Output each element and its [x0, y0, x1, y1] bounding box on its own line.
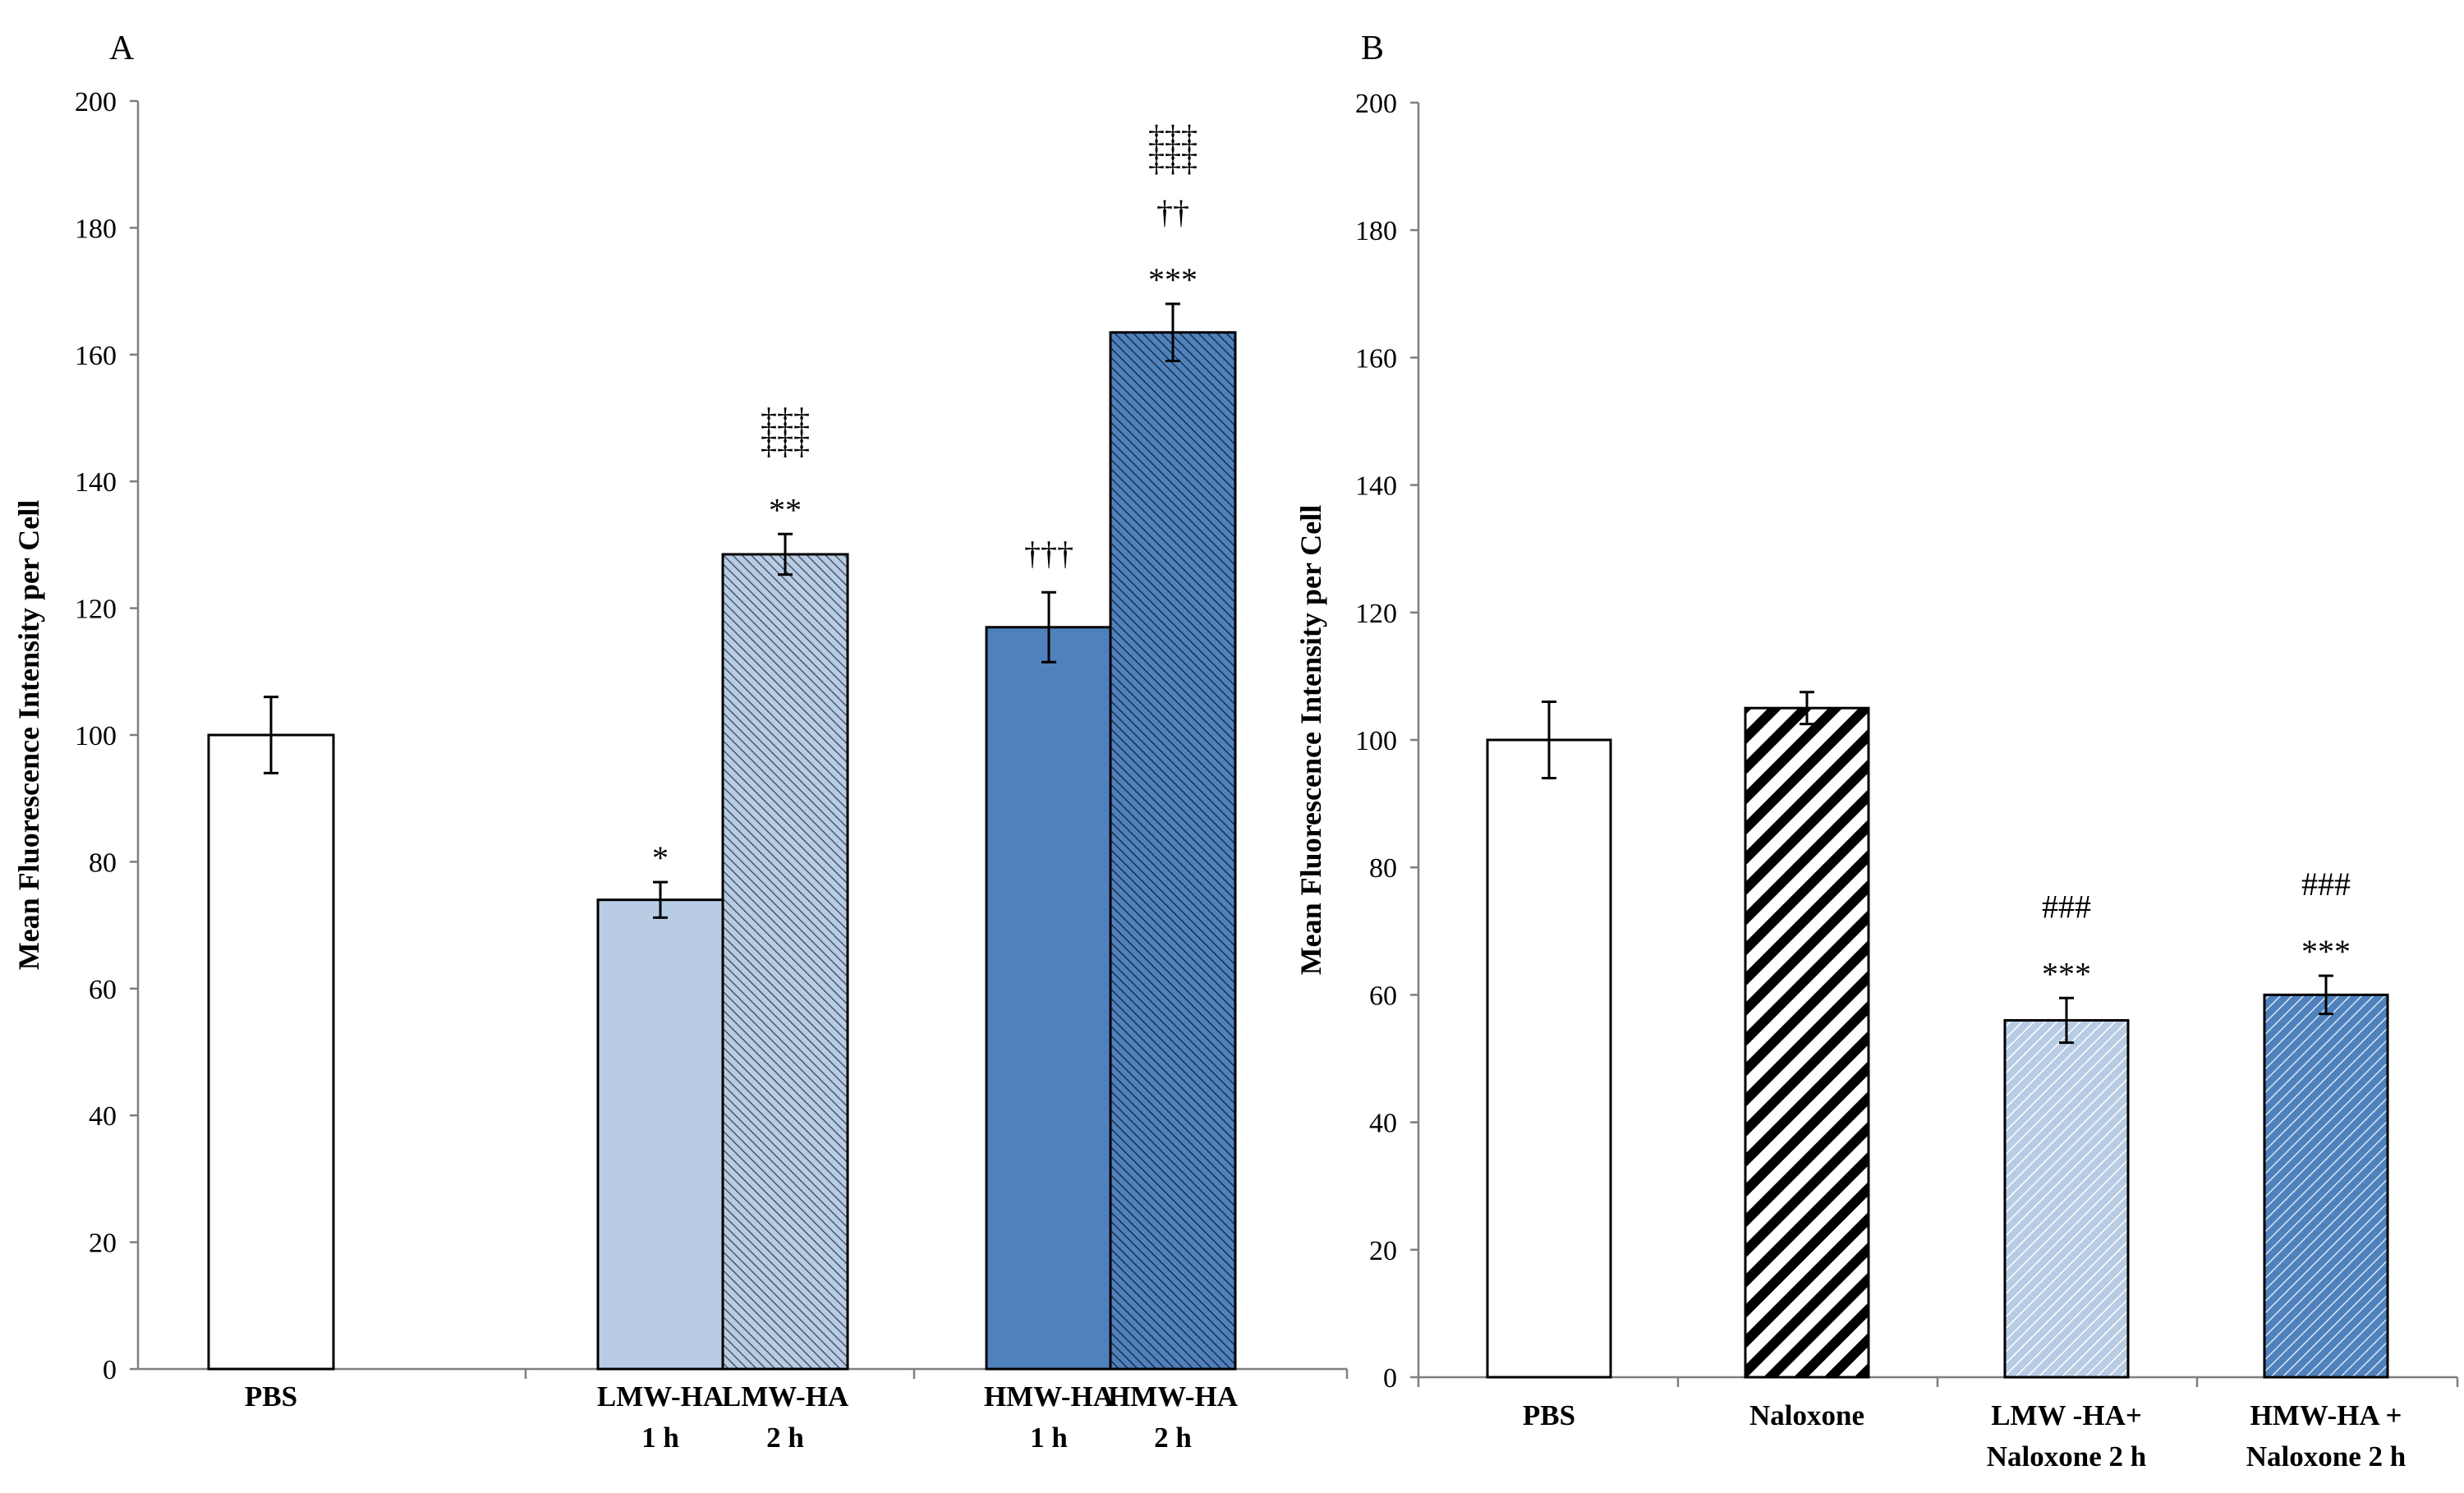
bar	[207, 733, 335, 1371]
panel-b-chart: B 0 20 40 60 80 100 120 140 160 180 200 Mean Fluores…	[1294, 30, 2459, 1472]
x-category-label: PBS	[245, 1380, 297, 1413]
significance-marker: ‡‡‡	[1148, 141, 1198, 178]
y-tick-label: 160	[1355, 343, 1397, 374]
x-category-label: HMW-HA	[1108, 1380, 1239, 1413]
y-tick-label: 140	[75, 467, 117, 498]
significance-marker: **	[769, 491, 802, 528]
x-category-label: Naloxone 2 h	[1987, 1440, 2146, 1472]
significance-marker: *	[652, 839, 669, 876]
significance-marker: ‡‡‡	[1148, 118, 1198, 155]
bar	[2263, 993, 2389, 1379]
y-axis-label: Mean Fluorescence Intensity per Cell	[1294, 505, 1327, 976]
panel-letter: B	[1361, 30, 1384, 67]
significance-marker: †††	[1024, 535, 1073, 572]
x-category-label: HMW-HA	[984, 1380, 1115, 1413]
significance-marker: ‡‡‡	[761, 424, 810, 461]
y-tick-label: 180	[75, 214, 117, 244]
significance-marker: ***	[1148, 261, 1198, 298]
y-tick-label: 160	[75, 341, 117, 371]
y-tick-label: 180	[1355, 216, 1397, 246]
x-category-label: LMW-HA	[597, 1380, 724, 1413]
y-tick-label: 140	[1355, 471, 1397, 502]
y-tick-label: 0	[1383, 1363, 1397, 1394]
significance-marker: ‡‡‡	[761, 401, 810, 438]
y-axis-label: Mean Fluorescence Intensity per Cell	[12, 500, 45, 971]
significance-marker: ###	[2042, 888, 2091, 925]
y-tick-label: 0	[103, 1355, 117, 1385]
y-tick-label: 200	[1355, 89, 1397, 119]
significance-marker: ††	[1156, 194, 1189, 231]
y-tick-label: 100	[75, 721, 117, 751]
y-tick-label: 100	[1355, 726, 1397, 756]
x-category-label: LMW-HA	[722, 1380, 849, 1413]
significance-marker: ***	[2301, 933, 2351, 970]
y-tick-label: 120	[75, 595, 117, 625]
panel-a-chart: A 0 20 40 60 80 100 120 140 160 180 200 Mean Fluores…	[12, 30, 1349, 1454]
significance-marker: ###	[2301, 866, 2351, 903]
bar	[2003, 1018, 2130, 1379]
bar	[1486, 738, 1612, 1379]
y-tick-label: 80	[1369, 853, 1397, 884]
y-tick-label: 40	[1369, 1109, 1397, 1139]
y-tick-label: 60	[89, 975, 117, 1005]
bar	[1744, 706, 1870, 1379]
bar	[721, 553, 849, 1371]
y-tick-label: 20	[89, 1229, 117, 1259]
y-tick-label: 120	[1355, 599, 1397, 629]
y-tick-label: 60	[1369, 981, 1397, 1011]
x-category-label: 1 h	[641, 1422, 679, 1454]
x-category-label: 2 h	[1154, 1422, 1192, 1454]
y-tick-label: 40	[89, 1101, 117, 1132]
bar	[1109, 331, 1237, 1371]
significance-marker: ***	[2042, 955, 2091, 992]
bar	[596, 898, 724, 1371]
y-tick-label: 200	[75, 87, 117, 117]
x-category-label: Naloxone	[1749, 1399, 1864, 1431]
x-category-label: HMW-HA +	[2250, 1399, 2402, 1431]
panel-letter: A	[109, 30, 135, 67]
y-tick-label: 80	[89, 848, 117, 878]
x-category-label: 1 h	[1030, 1422, 1068, 1454]
x-category-label: Naloxone 2 h	[2246, 1440, 2406, 1472]
y-tick-label: 20	[1369, 1236, 1397, 1266]
x-category-label: LMW -HA+	[1991, 1399, 2142, 1431]
x-category-label: PBS	[1523, 1399, 1575, 1431]
bar	[985, 626, 1113, 1371]
x-category-label: 2 h	[766, 1422, 804, 1454]
